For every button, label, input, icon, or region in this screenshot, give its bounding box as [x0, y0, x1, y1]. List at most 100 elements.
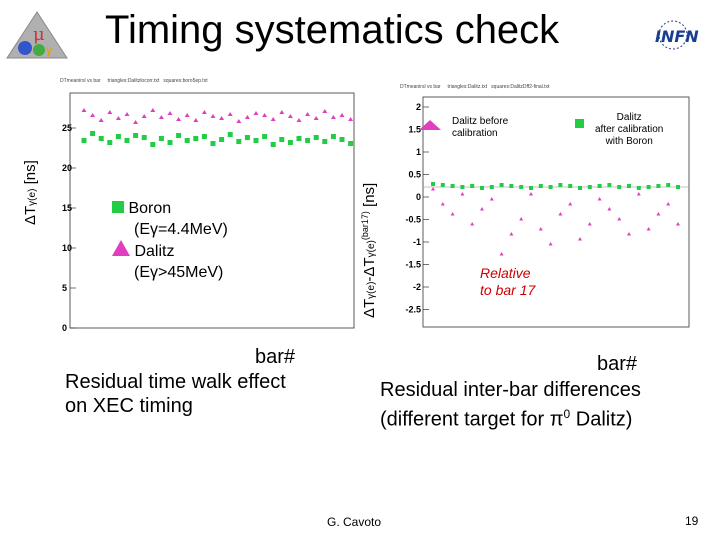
boron-point: [313, 135, 319, 140]
boron-point: [201, 134, 207, 139]
after-calibration-point: [597, 184, 602, 188]
after-calibration-point: [617, 185, 622, 189]
before-calibration-point: [470, 222, 475, 226]
svg-text:γ: γ: [45, 43, 52, 57]
before-calibration-point: [450, 212, 455, 216]
dalitz-point: [287, 114, 293, 118]
dalitz-point: [339, 113, 345, 117]
left-ytick: 15: [62, 203, 72, 213]
right-ytick: -0.5: [405, 215, 421, 225]
before-calibration-point: [656, 212, 661, 216]
right-xlabel: bar#: [597, 353, 638, 375]
left-ytick: 20: [62, 163, 72, 173]
boron-point: [305, 138, 311, 143]
after-calibration-point: [509, 184, 514, 188]
after-calibration-point: [460, 185, 465, 189]
left-y-axis-label: ΔTγ(e) [ns]: [22, 160, 39, 225]
right-caption: Residual inter-bar differences (differen…: [380, 379, 641, 431]
svg-text:μ: μ: [33, 24, 45, 45]
after-calibration-point: [470, 184, 475, 188]
before-calibration-point: [509, 232, 514, 236]
before-calibration-point: [568, 202, 573, 206]
before-calibration-point: [587, 222, 592, 226]
dalitz-point: [313, 116, 319, 120]
before-calibration-point: [431, 187, 435, 191]
left-ytick: 10: [62, 243, 72, 253]
boron-point: [236, 139, 242, 144]
dalitz-point: [107, 110, 113, 114]
dalitz-point: [236, 119, 242, 123]
dalitz-point: [244, 115, 250, 119]
dalitz-point: [201, 110, 207, 114]
legend-after-calibration: Dalitz after calibration with Boron: [595, 112, 664, 147]
dalitz-point: [227, 112, 233, 116]
dalitz-point: [150, 108, 156, 112]
legend-dalitz-energy: (Eγ>45MeV): [134, 264, 224, 281]
after-calibration-point: [548, 185, 553, 189]
before-calibration-point: [558, 212, 563, 216]
right-scatter-plot: 2 1.5 1 0.5 0 -0.5 -1 -1.5 -2 -2.5: [405, 96, 690, 328]
after-calibration-point: [480, 186, 484, 190]
svg-text:INFN: INFN: [655, 27, 699, 46]
right-ytick: -2: [413, 282, 421, 292]
boron-point: [184, 138, 190, 143]
after-calibration-point: [489, 185, 494, 189]
boron-point: [219, 137, 225, 142]
boron-point: [287, 140, 293, 145]
right-ytick: -1: [413, 237, 421, 247]
left-caption: Residual time walk effect on XEC timing: [65, 371, 286, 417]
dalitz-point: [141, 114, 147, 118]
boron-marker: [112, 201, 124, 213]
left-ytick: 0: [62, 323, 67, 333]
right-ytick: -2.5: [405, 305, 421, 315]
boron-point: [81, 138, 87, 143]
after-calibration-point: [636, 186, 641, 190]
before-calibration-point: [646, 227, 651, 231]
after-calibration-point: [558, 183, 563, 187]
after-calibration-point: [519, 185, 524, 189]
boron-point: [270, 142, 276, 147]
mu-e-gamma-logo: μ γ: [6, 11, 68, 59]
after-calibration-point: [587, 185, 592, 189]
right-ytick: -1.5: [405, 260, 421, 270]
after-calibration-point: [646, 185, 651, 189]
dalitz-point: [322, 109, 328, 113]
right-plot-header: DTmeanirsl vs bar triangles:Dalitz.txt s…: [400, 84, 550, 90]
author-footer: G. Cavoto: [327, 515, 382, 529]
boron-point: [90, 131, 96, 136]
boron-point: [348, 141, 354, 146]
before-calibration-point: [578, 237, 582, 241]
before-calibration-point: [676, 222, 680, 226]
boron-point: [227, 132, 233, 137]
dalitz-point: [330, 115, 336, 119]
legend-boron-energy: (Eγ=4.4MeV): [134, 221, 228, 238]
dalitz-point: [210, 114, 216, 118]
boron-point: [158, 136, 164, 141]
before-calibration-point: [519, 217, 524, 221]
dalitz-point: [81, 108, 87, 112]
dalitz-point: [262, 113, 268, 117]
dalitz-point: [158, 115, 164, 119]
right-ytick: 2: [416, 102, 421, 112]
left-xlabel: bar#: [255, 346, 296, 368]
left-plot-header: DTmeanirsl vs bar triangles:Dalitzlocorr…: [60, 78, 208, 84]
before-calibration-point: [538, 227, 543, 231]
before-calibration-point: [489, 197, 494, 201]
dalitz-point: [279, 110, 285, 114]
boron-point: [167, 140, 173, 145]
dalitz-point: [176, 117, 182, 121]
dalitz-point: [90, 113, 96, 117]
boron-point: [339, 137, 345, 142]
boron-point: [253, 138, 259, 143]
after-calibration-point: [538, 184, 543, 188]
right-ytick: 0.5: [408, 170, 421, 180]
left-legend: Boron (Eγ=4.4MeV) Dalitz (Eγ>45MeV): [112, 198, 228, 283]
after-calibration-point: [440, 183, 445, 187]
after-calibration-point: [656, 184, 661, 188]
after-calibration-point: [578, 186, 582, 190]
after-calibration-point: [450, 184, 455, 188]
after-calibration-point: [676, 185, 680, 189]
before-calibration-point: [548, 242, 553, 246]
after-calibration-point: [431, 182, 435, 186]
relative-annotation: Relative to bar 17: [480, 265, 536, 298]
